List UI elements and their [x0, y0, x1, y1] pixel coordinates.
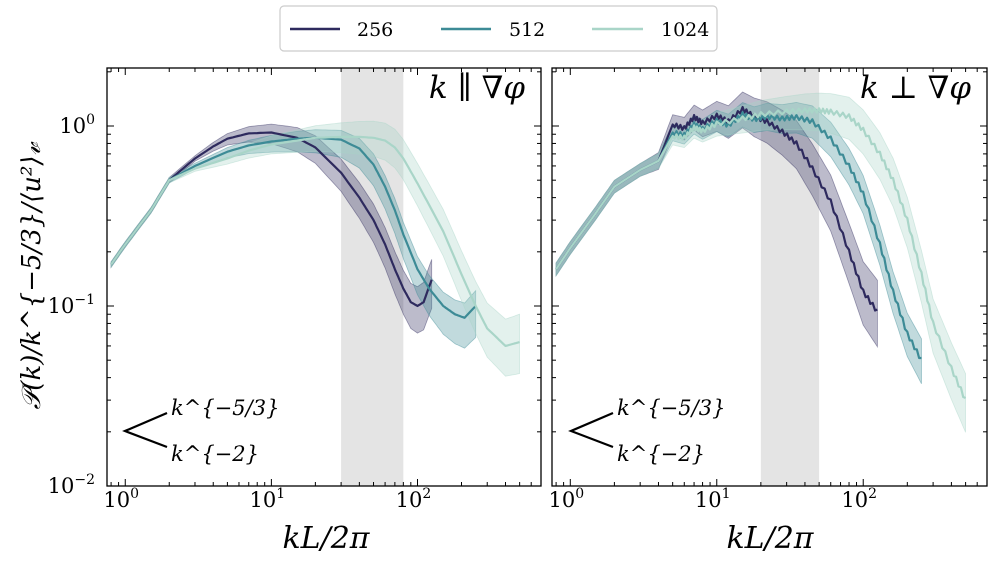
slope-upper-label: k^{−5/3} — [617, 396, 725, 420]
slope-guide-lines — [122, 411, 168, 449]
slope-guide: k^{−5/3} k^{−2} — [568, 396, 725, 466]
band-1024 — [555, 92, 966, 433]
axes-frame — [551, 67, 988, 487]
axes-frame — [106, 67, 542, 487]
uncertainty-bands — [555, 91, 966, 433]
x-tick-labels: 100 101 102 — [548, 486, 877, 512]
series-lines — [555, 105, 967, 400]
tick-marks — [107, 68, 542, 487]
y-tick-labels: 10−2 10−1 100 — [48, 112, 95, 498]
slope-guide: k^{−5/3} k^{−2} — [122, 396, 279, 466]
legend-label-1024: 1024 — [661, 19, 709, 41]
series-lines — [110, 131, 520, 347]
x-tick-labels: 100 101 102 — [103, 486, 431, 512]
y-tick-label: 100 — [59, 112, 95, 138]
series-line-512 — [110, 136, 477, 319]
uncertainty-bands — [110, 120, 520, 377]
legend-label-512: 512 — [509, 19, 545, 41]
band-256 — [110, 123, 433, 334]
slope-upper-label: k^{−5/3} — [171, 396, 279, 420]
series-line-1024 — [555, 107, 967, 400]
x-tick-label: 100 — [548, 486, 584, 512]
slope-guide-lines — [568, 411, 614, 449]
legend: 256 512 1024 — [279, 5, 718, 52]
panel-parallel: 100 101 102 10−2 10−1 100 k^{−5/3} k^{−2} k … — [48, 67, 542, 512]
tick-marks — [552, 68, 988, 487]
x-tick-label: 101 — [250, 486, 286, 512]
slope-lower-label: k^{−2} — [617, 442, 705, 466]
panel-label-parallel: k ∥ ∇φ — [429, 70, 525, 106]
legend-label-256: 256 — [357, 19, 393, 41]
x-axis-title-right: kL/2π — [726, 521, 814, 556]
x-axis-title-left: kL/2π — [282, 521, 370, 556]
x-tick-label: 101 — [695, 486, 731, 512]
x-tick-label: 102 — [841, 486, 877, 512]
y-tick-label: 10−2 — [48, 472, 95, 498]
panel-label-perpendicular: k ⊥ ∇φ — [860, 70, 971, 106]
panel-perpendicular: 100 101 102 k^{−5/3} k^{−2} k ⊥ ∇φ — [548, 67, 988, 512]
y-tick-label: 10−1 — [48, 292, 95, 318]
series-line-1024 — [110, 135, 520, 347]
legend-frame — [279, 5, 718, 52]
y-axis-title: 𝒫(k)/k^{−5/3}/⟨u²⟩𝓋 — [17, 141, 47, 409]
series-line-256 — [110, 131, 433, 308]
x-tick-label: 100 — [103, 486, 139, 512]
slope-lower-label: k^{−2} — [171, 442, 259, 466]
x-tick-label: 102 — [396, 486, 432, 512]
